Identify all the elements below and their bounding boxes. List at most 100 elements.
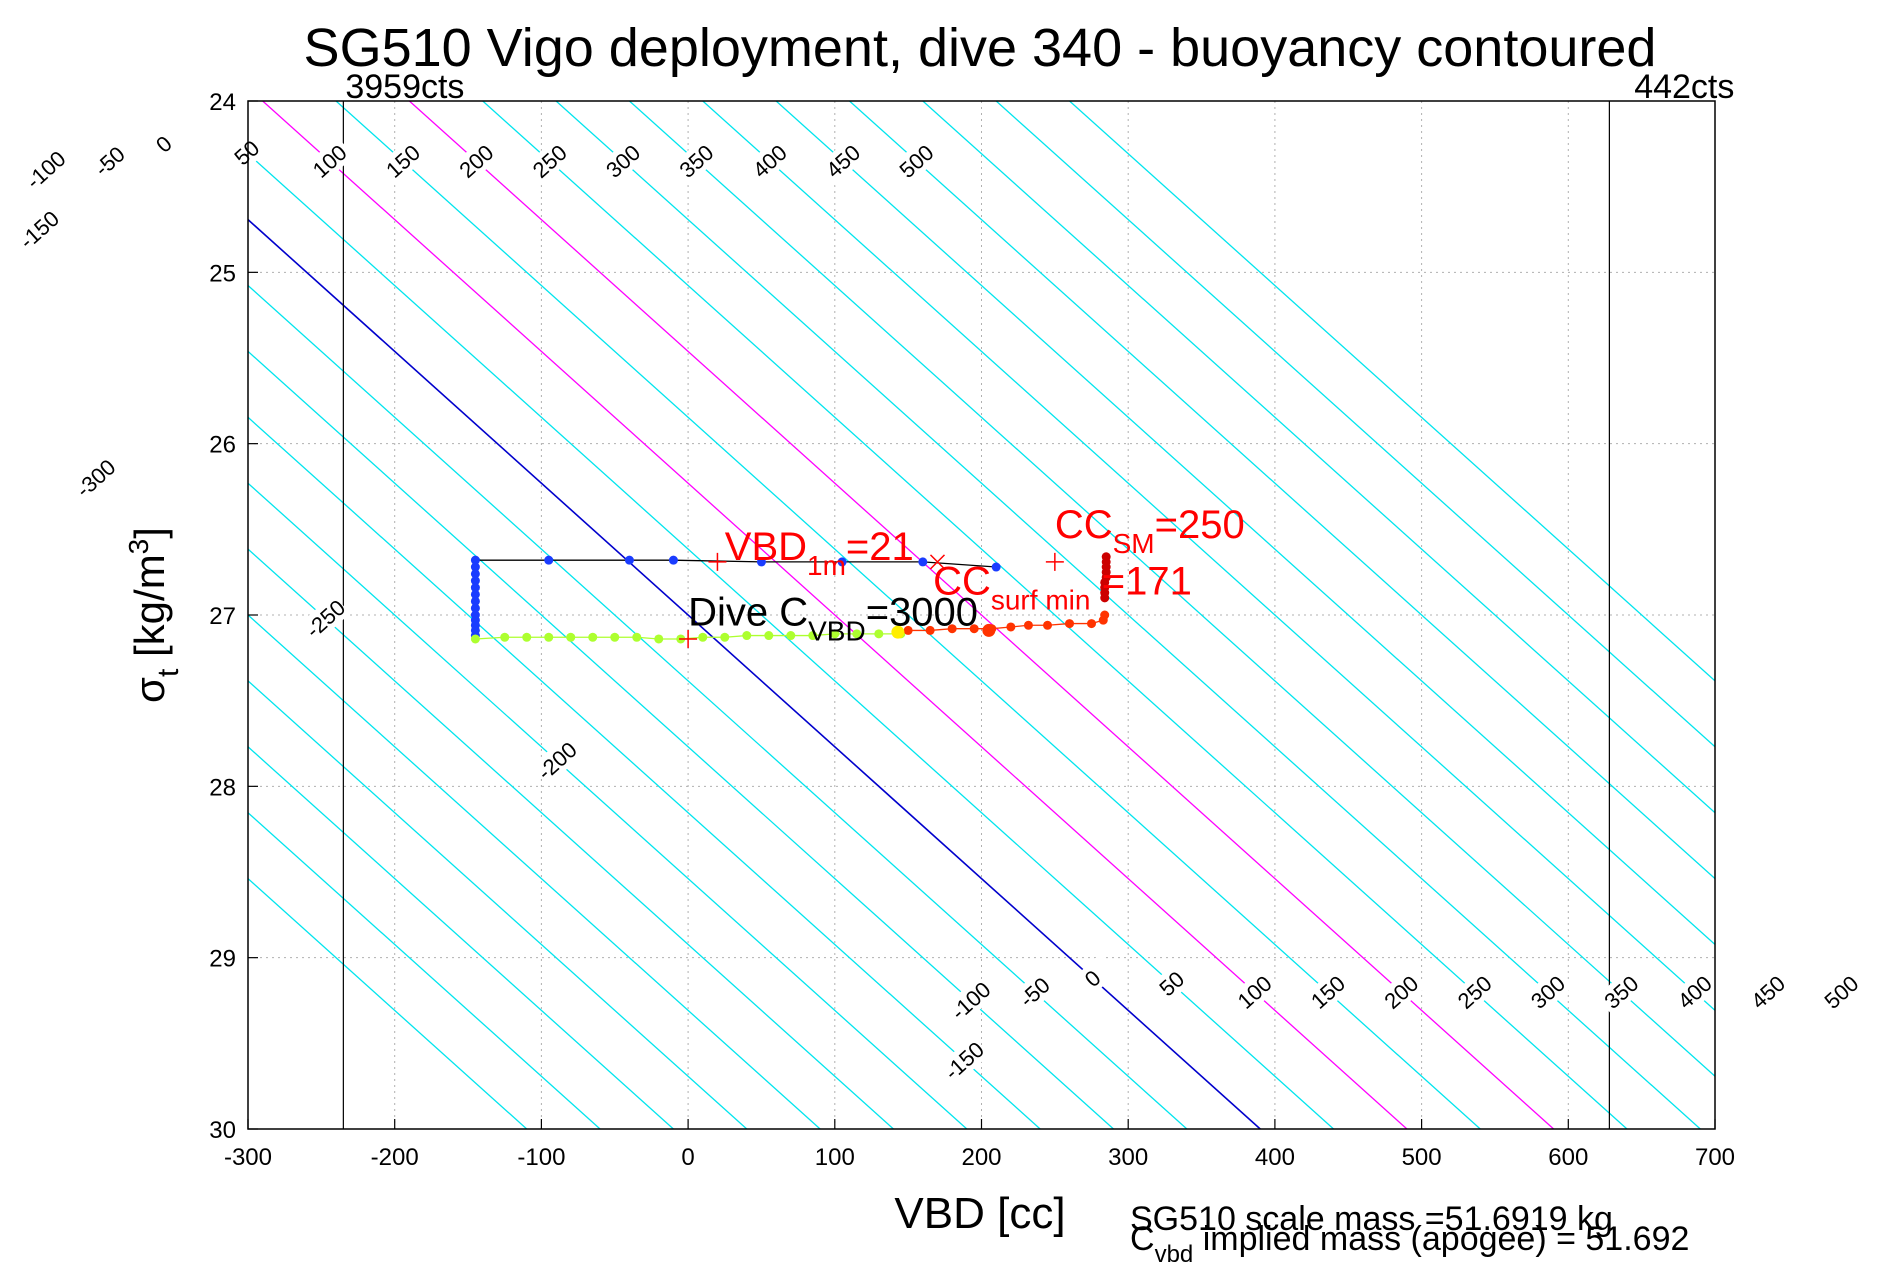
data-point xyxy=(500,632,510,642)
contour-label-bg xyxy=(938,1036,989,1085)
data-point xyxy=(903,625,913,635)
contour-label-bg xyxy=(891,136,942,186)
contour-label-bg xyxy=(1229,967,1280,1017)
contour-label-bg xyxy=(1816,967,1867,1017)
footer-scale-mass: SG510 scale mass =51.6919 kg xyxy=(1130,1200,1613,1238)
contour-label-bg xyxy=(1376,967,1427,1017)
highlight-point xyxy=(982,623,996,637)
data-point xyxy=(654,634,664,644)
y-tick-label: 24 xyxy=(209,89,236,116)
data-point xyxy=(1100,593,1110,603)
y-label-unit: [kg/m xyxy=(126,554,173,668)
y-label-superscript: 3 xyxy=(123,539,154,555)
data-point xyxy=(1065,619,1075,629)
markers xyxy=(679,552,1064,648)
data-point xyxy=(566,632,576,642)
data-point xyxy=(624,555,634,565)
contour-label: -100 xyxy=(946,977,995,1025)
data-point xyxy=(1023,620,1033,630)
y-tick-label: 25 xyxy=(209,260,236,287)
data-point xyxy=(925,625,935,635)
data-point xyxy=(918,557,928,567)
contour-line xyxy=(248,482,968,1129)
data-point xyxy=(470,569,480,579)
contour-line xyxy=(555,101,1701,1129)
contour-label: -200 xyxy=(532,737,581,785)
contour-label: -100 xyxy=(21,146,70,194)
y-label-close: ] xyxy=(126,527,173,539)
plus-marker xyxy=(708,552,727,571)
contour-label-bg xyxy=(1302,967,1353,1017)
data-point xyxy=(874,629,884,639)
plus-marker xyxy=(679,629,698,648)
data-point xyxy=(470,562,480,572)
contour-line xyxy=(248,416,1041,1129)
contour-label-bg xyxy=(817,136,868,186)
data-point xyxy=(668,555,678,565)
data-point xyxy=(470,634,480,644)
footer-implied-mass-text: implied mass (apogee) = 51.692 xyxy=(1193,1220,1689,1258)
chart-annotation: CCsurf min xyxy=(933,559,1090,615)
contour-label-bg xyxy=(671,136,722,186)
y-tick-label: 26 xyxy=(209,432,236,459)
y-tick-label: 28 xyxy=(209,774,236,801)
contour-label-bg xyxy=(597,136,648,186)
x-tick-label: 500 xyxy=(1402,1144,1442,1171)
contour-label: -150 xyxy=(15,206,64,254)
x-tick-label: -100 xyxy=(517,1144,565,1171)
data-point xyxy=(1087,619,1097,629)
footer-cvbd-subscript: vbd xyxy=(1155,1241,1194,1262)
data-point xyxy=(764,631,774,641)
contour-line xyxy=(248,680,748,1129)
vbd-limit-lines: 3959cts 442cts xyxy=(342,68,1734,1129)
contour-label-bg xyxy=(531,736,582,786)
data-point xyxy=(544,555,554,565)
data-point xyxy=(947,624,957,634)
contour-line xyxy=(1069,101,1715,682)
cross-marker xyxy=(929,554,946,570)
data-point xyxy=(588,632,598,642)
chart-annotation: VBD1m=21 xyxy=(725,525,914,581)
data-point xyxy=(837,557,847,567)
x-tick-label: 100 xyxy=(815,1144,855,1171)
data-point xyxy=(610,632,620,642)
contour-line xyxy=(335,101,1481,1129)
data-point xyxy=(969,624,979,634)
contour-label-bg xyxy=(1146,958,1197,1008)
contour-label-bg xyxy=(20,145,71,194)
x-tick-label: 300 xyxy=(1108,1144,1148,1171)
contour-label-bg xyxy=(1449,967,1500,1017)
y-axis-label: σt [kg/m3] xyxy=(123,527,185,703)
contour-line xyxy=(248,284,1188,1129)
y-tick-label: 29 xyxy=(209,946,236,973)
contour-label: -300 xyxy=(71,454,120,502)
contour-label-bg xyxy=(451,136,502,186)
contour-line xyxy=(248,614,821,1129)
vbd-limit-label: 442cts xyxy=(1634,68,1734,106)
contour-line xyxy=(248,877,528,1129)
contour-line xyxy=(775,101,1715,946)
contour-label-bg xyxy=(1067,953,1118,1003)
contour-label-bg xyxy=(138,119,189,169)
contour-line xyxy=(248,152,1335,1129)
x-tick-label: 400 xyxy=(1255,1144,1295,1171)
data-point xyxy=(522,632,532,642)
data-point xyxy=(808,631,818,641)
contour-label-bg xyxy=(304,136,355,186)
contour-line xyxy=(248,218,1261,1129)
contour-labels: -400-150-100-500501001502002503003504004… xyxy=(13,119,1867,1085)
x-axis-label: VBD [cc] xyxy=(894,1189,1065,1238)
data-point xyxy=(991,562,1001,572)
contour-label-bg xyxy=(1596,967,1647,1017)
contour-line xyxy=(248,745,674,1129)
chart-title: SG510 Vigo deployment, dive 340 - buoyan… xyxy=(304,18,1657,78)
data-point xyxy=(470,555,480,565)
data-series xyxy=(470,552,1111,644)
contour-label-bg xyxy=(84,136,135,186)
data-point xyxy=(470,603,480,613)
data-point xyxy=(698,632,708,642)
x-tick-label: 700 xyxy=(1695,1144,1735,1171)
x-tick-labels: -300 -200 -100 0 100 200 300 400 500 600 700 xyxy=(224,1119,1735,1171)
contour-label-bg xyxy=(13,205,65,254)
